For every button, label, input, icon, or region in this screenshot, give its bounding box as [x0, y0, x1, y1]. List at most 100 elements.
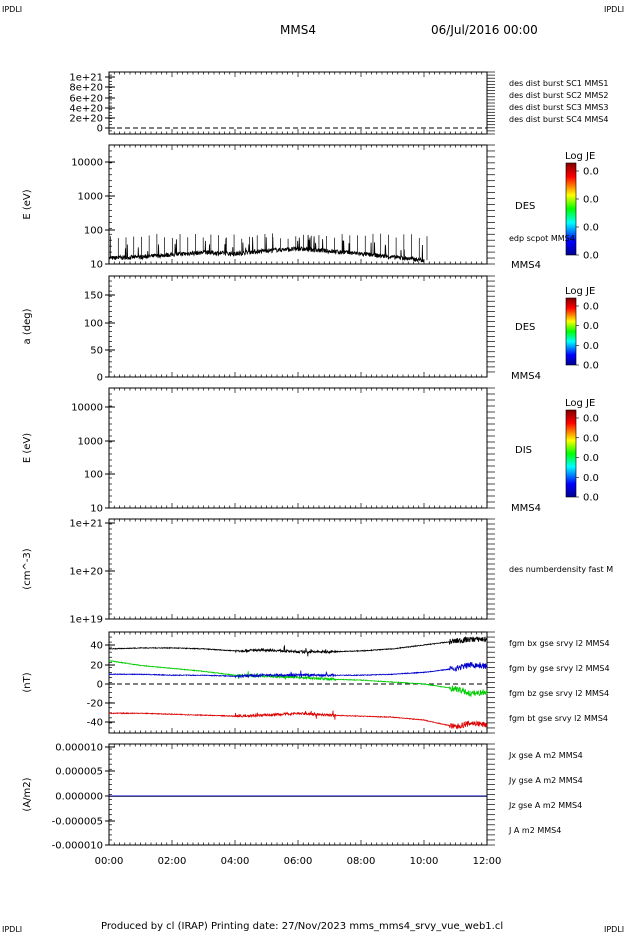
series-line-bz [108, 661, 488, 679]
y-tick-label: 40 [90, 641, 103, 652]
spacecraft-label: MMS4 [511, 371, 541, 382]
y-tick-label: 0.000000 [55, 792, 103, 803]
colorbar-tick-label: 0.0 [583, 361, 599, 372]
y-tick-label: 0 [97, 373, 103, 384]
y-tick-label: 100 [84, 226, 103, 237]
overlay-label: edp scpot MMS4 [509, 234, 575, 243]
colorbar-tick-label: 0.0 [583, 195, 599, 206]
x-tick-label: 04:00 [221, 856, 250, 867]
plot-frame [108, 631, 488, 734]
corner-label-top-left: IPDLI [2, 5, 22, 14]
spacecraft-label: MMS4 [511, 503, 541, 514]
date-title: 06/Jul/2016 00:00 [431, 23, 538, 37]
colorbar-title: Log JE [565, 286, 595, 297]
legend-entry: des dist burst SC4 MMS4 [509, 115, 608, 124]
y-tick-label: -40 [87, 718, 103, 729]
colorbar-tick-label: 0.0 [583, 341, 599, 352]
y-tick-label: 4e+20 [69, 104, 103, 115]
spacecraft-label: MMS4 [511, 260, 541, 271]
x-tick-label: 08:00 [347, 856, 376, 867]
colorbar-tick-label: 0.0 [583, 167, 599, 178]
colorbar [565, 162, 577, 256]
colorbar-tick-label: 0.0 [583, 223, 599, 234]
y-tick-label: 1000 [78, 192, 103, 203]
y-tick-label: 0 [97, 124, 103, 135]
x-tick-label: 12:00 [473, 856, 502, 867]
x-tick-label: 00:00 [95, 856, 124, 867]
y-axis-label: (A/m2) [22, 777, 33, 811]
colorbar-tick-label: 0.0 [583, 321, 599, 332]
legend-entry: des dist burst SC1 MMS1 [509, 79, 608, 88]
y-axis-label: E (eV) [22, 189, 33, 219]
panel-5: 1e+21 1e+20 1e+19 (cm^-3) des numberdensity … [22, 518, 613, 626]
y-tick-label: 6e+20 [69, 94, 103, 105]
colorbar-tick-label: 0.0 [583, 251, 599, 262]
y-axis-label: E (eV) [22, 433, 33, 463]
colorbar [565, 297, 577, 366]
y-tick-label: 10 [90, 260, 103, 271]
y-tick-label: 1e+21 [69, 73, 103, 84]
legend-entry: fgm bt gse srvy l2 MMS4 [509, 714, 608, 723]
legend-entry: J A m2 MMS4 [508, 826, 561, 835]
panel-3: 150 100 50 0 a (deg) Log JE 0.0 0.0 0.0 0.0 DES MMS… [22, 275, 599, 384]
colorbar-tick-label: 0.0 [583, 433, 599, 444]
y-tick-label: 100 [84, 470, 103, 481]
spacecraft-title: MMS4 [280, 23, 316, 37]
x-tick-label: 02:00 [158, 856, 187, 867]
plot-frame [108, 387, 488, 509]
corner-label-bottom-right: IPDLI [604, 925, 624, 934]
panel-7: 0.000010 0.000005 0.000000 -0.000005 -0.0000… [22, 743, 583, 868]
series-line-by [108, 659, 488, 698]
y-tick-label: 8e+20 [69, 83, 103, 94]
plot-frame [108, 518, 488, 620]
footer-text: Produced by cl (IRAP) Printing date: 27/… [101, 921, 503, 932]
y-tick-label: 10000 [71, 403, 103, 414]
corner-label-top-right: IPDLI [604, 5, 624, 14]
panel-2: 10000 1000 100 10 E (eV) Log JE 0.0 0.0 0.0 0.0 DE… [22, 144, 599, 271]
legend-entry: des numberdensity fast M [509, 565, 613, 574]
series-line-bt [108, 636, 488, 657]
y-tick-label: -20 [87, 699, 103, 710]
legend-entry: Jy gse A m2 MMS4 [508, 776, 583, 785]
colorbar-tick-label: 0.0 [583, 493, 599, 504]
colorbar-title: Log JE [565, 151, 595, 162]
colorbar-title: Log JE [565, 398, 595, 409]
legend-entry: des dist burst SC2 MMS2 [509, 91, 608, 100]
y-tick-label: -0.000010 [52, 841, 103, 852]
panel-6: 40 20 0 -20 -40 (nT) fgm bx gse srvy l2 MMS4 fg… [22, 631, 610, 734]
legend-entry: Jx gse A m2 MMS4 [508, 751, 583, 760]
plot-frame [108, 743, 488, 846]
y-tick-label: 0 [97, 680, 103, 691]
x-tick-label: 06:00 [284, 856, 313, 867]
y-tick-label: 100 [84, 319, 103, 330]
y-tick-label: -0.000005 [52, 817, 103, 828]
legend-entry: Jz gse A m2 MMS4 [508, 801, 582, 810]
panel-4: 10000 1000 100 10 E (eV) Log JE 0.0 0.0 0.0 0.0 0.… [22, 387, 599, 515]
y-axis-label: (cm^-3) [22, 548, 33, 589]
legend-entry: fgm bz gse srvy l2 MMS4 [509, 689, 609, 698]
colorbar-tick-label: 0.0 [583, 302, 599, 313]
panel-label: DIS [515, 445, 532, 456]
y-axis-label: a (deg) [22, 308, 33, 344]
y-tick-label: 50 [90, 346, 103, 357]
panel-label: DES [515, 322, 535, 333]
panel-label: DES [515, 201, 535, 212]
colorbar [565, 409, 577, 498]
legend-entry: fgm bx gse srvy l2 MMS4 [509, 639, 610, 648]
colorbar-tick-label: 0.0 [583, 453, 599, 464]
y-tick-label: 1e+19 [69, 615, 103, 626]
y-tick-label: 0.000010 [55, 743, 103, 754]
series-line-bx [108, 710, 488, 730]
colorbar-tick-label: 0.0 [583, 414, 599, 425]
corner-label-bottom-left: IPDLI [2, 925, 22, 934]
legend-entry: fgm by gse srvy l2 MMS4 [509, 664, 610, 673]
colorbar-tick-label: 0.0 [583, 473, 599, 484]
x-tick-label: 10:00 [410, 856, 439, 867]
y-tick-label: 0.000005 [55, 767, 103, 778]
y-axis-label: (nT) [22, 672, 33, 692]
y-tick-label: 1000 [78, 437, 103, 448]
plot-frame [108, 275, 488, 378]
y-tick-label: 1e+20 [69, 567, 103, 578]
